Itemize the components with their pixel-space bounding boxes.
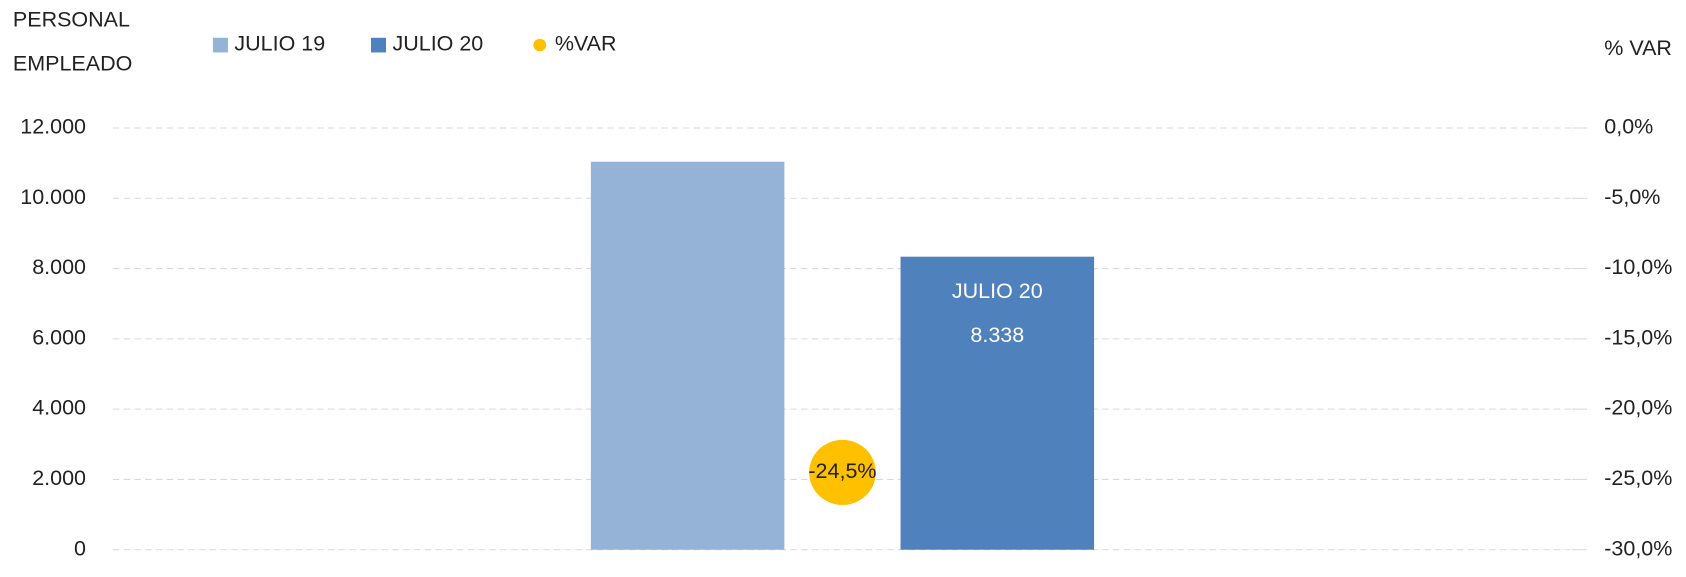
y2-axis-label: % VAR: [1604, 36, 1672, 60]
legend-marker: [370, 37, 387, 53]
y2-tick-label: 0,0%: [1604, 115, 1653, 139]
y-tick-label: 4.000: [32, 396, 86, 420]
bar: [590, 161, 785, 550]
data-label: -24,5%: [808, 459, 876, 483]
y-axis-label: EMPLEADO: [13, 52, 132, 76]
legend-marker: [533, 38, 547, 52]
data-label: 8.338: [970, 323, 1024, 347]
y2-tick-label: -5,0%: [1604, 185, 1660, 209]
y-tick-label: 12.000: [20, 115, 86, 139]
y2-tick-label: -20,0%: [1604, 396, 1672, 420]
y-tick-label: 0: [74, 536, 86, 560]
y-tick-label: 8.000: [32, 255, 86, 279]
y-tick-label: 10.000: [20, 185, 86, 209]
legend-marker: [212, 37, 228, 53]
y2-tick-label: -30,0%: [1604, 536, 1672, 560]
legend-label: JULIO 20: [392, 32, 483, 56]
bar: [900, 256, 1095, 550]
y-tick-label: 6.000: [32, 326, 86, 350]
legend-label: JULIO 19: [234, 32, 325, 56]
y2-tick-label: -15,0%: [1604, 326, 1672, 350]
data-label-name: JULIO 20: [952, 279, 1043, 303]
legend-label: %VAR: [555, 32, 617, 56]
y-axis-label: PERSONAL: [13, 8, 130, 32]
y2-tick-label: -25,0%: [1604, 466, 1672, 490]
point: [809, 439, 876, 505]
y-tick-label: 2.000: [32, 466, 86, 490]
y2-tick-label: -10,0%: [1604, 255, 1672, 279]
